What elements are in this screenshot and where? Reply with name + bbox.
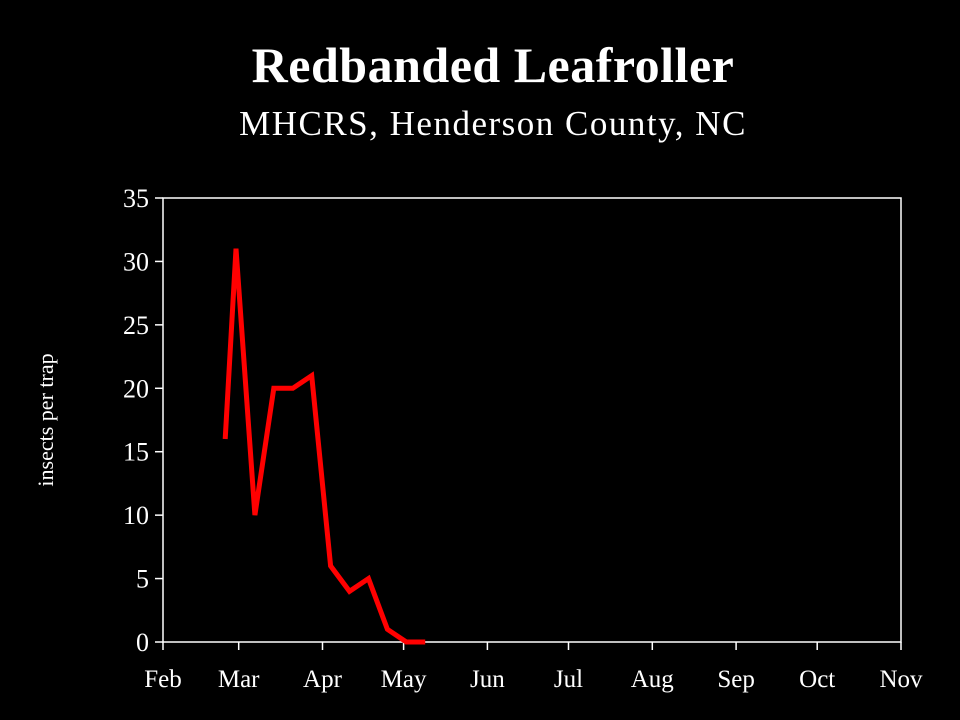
series-line	[222, 248, 426, 645]
y-tick-label: 20	[123, 374, 149, 403]
x-tick-label: Feb	[144, 666, 182, 693]
y-axis-label: insects per trap	[33, 353, 58, 486]
x-tick-label: May	[381, 666, 427, 693]
y-tick-label: 15	[123, 438, 149, 467]
plot-area-frame	[162, 197, 902, 643]
x-tick-label: Oct	[799, 666, 835, 693]
chart-subtitle: MHCRS, Henderson County, NC	[239, 104, 747, 143]
x-tick-label: Sep	[717, 666, 755, 693]
x-tick-label: Jul	[554, 666, 583, 693]
chart-title: Redbanded Leafroller	[251, 37, 735, 93]
y-tick-label: 0	[136, 628, 149, 657]
y-tick-label: 25	[123, 311, 149, 340]
y-tick-label: 10	[123, 501, 149, 530]
y-tick-label: 35	[123, 184, 149, 213]
x-tick-label: Mar	[218, 666, 260, 693]
x-tick-label: Aug	[631, 666, 675, 693]
x-tick-label: Nov	[879, 666, 923, 693]
x-tick-label: Jun	[470, 666, 505, 693]
y-tick-label: 30	[123, 247, 149, 276]
y-tick-label: 5	[136, 565, 149, 594]
x-tick-label: Apr	[303, 666, 343, 693]
